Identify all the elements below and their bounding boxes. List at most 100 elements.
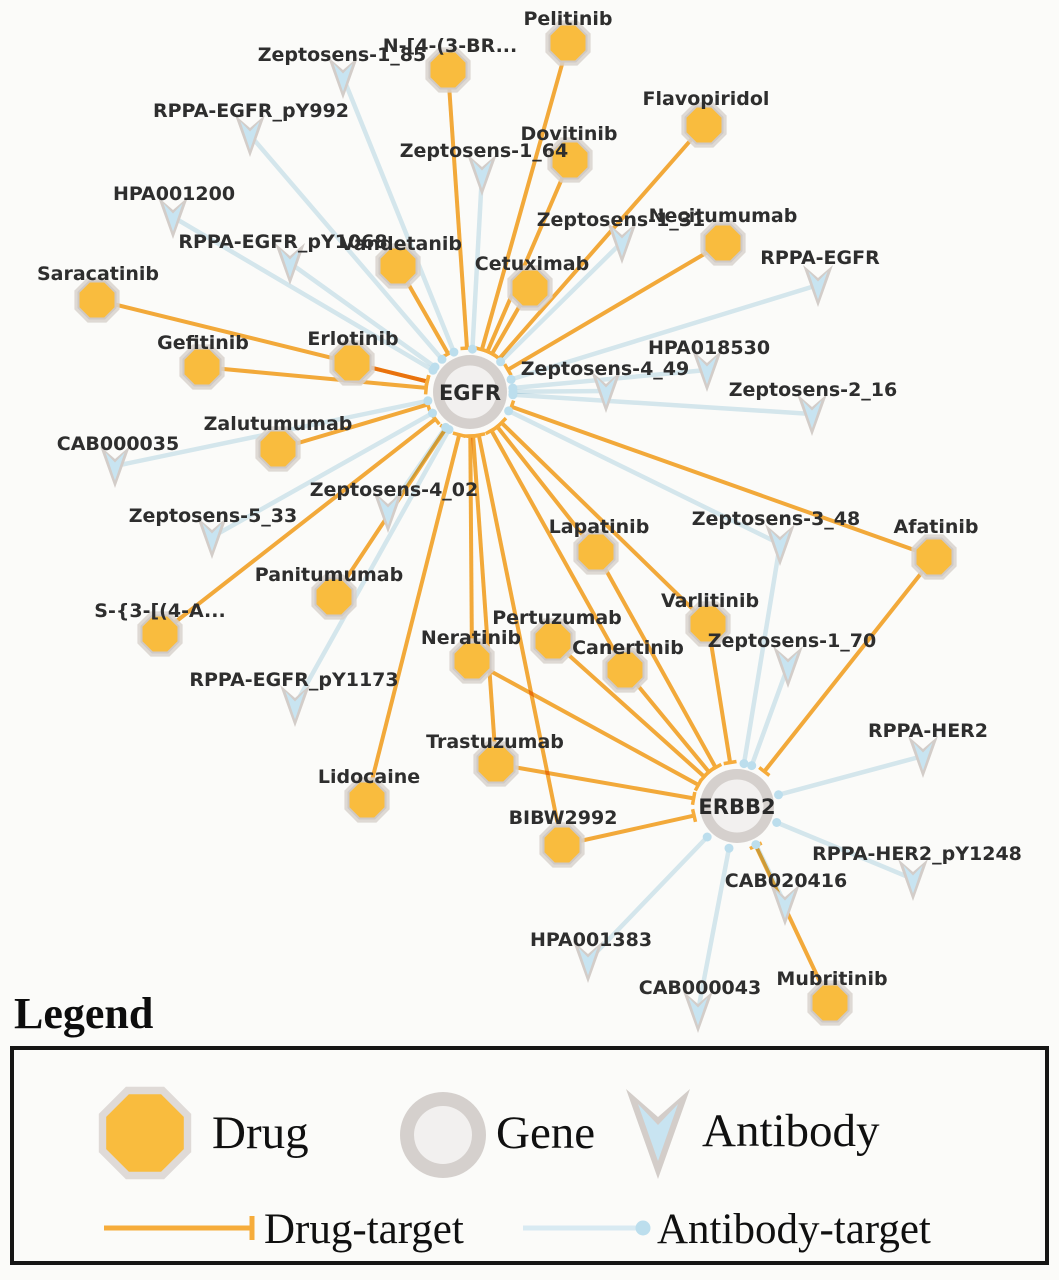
node-Zeptosens-1_64[interactable] bbox=[467, 154, 497, 196]
node-CAB020416[interactable] bbox=[770, 884, 800, 926]
node-Cetuximab[interactable] bbox=[507, 265, 553, 311]
drug-target-tee bbox=[723, 759, 737, 766]
edge-Pertuzumab-ERBB2 bbox=[551, 639, 706, 779]
antibody-target-dot bbox=[449, 347, 459, 357]
drug-target-tee bbox=[472, 432, 486, 439]
node-Zeptosens-1_31[interactable] bbox=[607, 222, 637, 264]
antibody-target-dot bbox=[747, 761, 757, 771]
node-Zeptosens-3_48[interactable] bbox=[765, 524, 795, 566]
legend-antibody-target-label: Antibody-target bbox=[657, 1206, 931, 1253]
node-Lidocaine[interactable] bbox=[344, 777, 390, 823]
drug-target-tee bbox=[503, 363, 513, 377]
edge-Afatinib-EGFR bbox=[510, 404, 935, 559]
drug-target-tee bbox=[698, 770, 710, 783]
node-Trastuzumab[interactable] bbox=[473, 741, 519, 787]
label-Flavopiridol: Flavopiridol bbox=[643, 88, 770, 110]
label-Pertuzumab: Pertuzumab bbox=[492, 607, 622, 629]
label-Afatinib: Afatinib bbox=[893, 516, 978, 538]
edge-Trastuzumab-ERBB2 bbox=[495, 762, 695, 801]
label-HPA018530: HPA018530 bbox=[648, 337, 770, 359]
node-BIBW2992[interactable] bbox=[539, 822, 585, 868]
node-ERBB2[interactable] bbox=[700, 769, 774, 843]
label-Zeptosens-1_85: Zeptosens-1_85 bbox=[258, 44, 426, 66]
node-Flavopiridol[interactable] bbox=[681, 102, 727, 148]
label-RPPA-EGFR_pY1068: RPPA-EGFR_pY1068 bbox=[178, 231, 387, 253]
node-RPPA-EGFR_pY992[interactable] bbox=[235, 115, 265, 157]
label-CAB000043: CAB000043 bbox=[639, 977, 761, 999]
edge-Zeptosens-2_16-EGFR bbox=[512, 392, 813, 417]
label-Lapatinib: Lapatinib bbox=[549, 516, 650, 538]
node-Saracatinib[interactable] bbox=[74, 277, 120, 323]
node-Pelitinib[interactable] bbox=[545, 20, 591, 66]
drug-target-edge-icon bbox=[104, 1216, 255, 1240]
legend-drug-target-label: Drug-target bbox=[264, 1206, 464, 1253]
node-RPPA-HER2_pY1248[interactable] bbox=[898, 859, 928, 901]
node-CAB000035[interactable] bbox=[100, 446, 130, 488]
label-Cetuximab: Cetuximab bbox=[475, 253, 589, 275]
label-Lidocaine: Lidocaine bbox=[318, 766, 420, 788]
edge-RPPA-EGFR_pY1068-EGFR bbox=[288, 261, 437, 369]
node-EGFR[interactable] bbox=[433, 355, 507, 429]
node-Canertinib[interactable] bbox=[602, 647, 648, 693]
edge-Trastuzumab-EGFR bbox=[471, 435, 498, 765]
node-Erlotinib[interactable] bbox=[329, 340, 375, 386]
node-N-BR[interactable] bbox=[425, 47, 471, 93]
antibody-chevron-icon bbox=[626, 1089, 690, 1179]
label-Canertinib: Canertinib bbox=[572, 637, 684, 659]
edge-Zalutumumab-EGFR bbox=[277, 402, 429, 451]
node-HPA018530[interactable] bbox=[692, 350, 722, 392]
edge-Neratinib-EGFR bbox=[468, 435, 474, 662]
node-RPPA-EGFR_pY1173[interactable] bbox=[280, 685, 310, 727]
node-RPPA-EGFR[interactable] bbox=[803, 265, 833, 307]
node-Zeptosens-4_02[interactable] bbox=[373, 491, 403, 533]
edge-RPPA-HER2-ERBB2 bbox=[777, 753, 924, 797]
label-HPA001383: HPA001383 bbox=[530, 929, 652, 951]
node-HPA001200[interactable] bbox=[158, 197, 188, 239]
edge-RPPA-EGFR_pY992-EGFR bbox=[248, 133, 444, 361]
edge-Zeptosens-3_48-EGFR bbox=[507, 408, 781, 547]
node-Zeptosens-4_49[interactable] bbox=[591, 371, 621, 413]
node-Vandetanib[interactable] bbox=[375, 243, 421, 289]
antibody-target-dot bbox=[430, 362, 440, 372]
node-Zeptosens-1_70[interactable] bbox=[773, 646, 803, 688]
legend-box bbox=[10, 1046, 1049, 1265]
antibody-target-dot bbox=[508, 383, 518, 393]
antibody-target-dot bbox=[423, 396, 433, 406]
label-Zeptosens-5_33: Zeptosens-5_33 bbox=[129, 505, 297, 527]
label-RPPA-EGFR: RPPA-EGFR bbox=[760, 247, 880, 269]
drug-target-tee bbox=[424, 374, 431, 389]
node-RPPA-HER2[interactable] bbox=[908, 736, 938, 778]
edge-Lapatinib-ERBB2 bbox=[594, 551, 718, 769]
label-Trastuzumab: Trastuzumab bbox=[426, 731, 564, 753]
node-Necitumumab[interactable] bbox=[700, 220, 746, 266]
drug-target-tee bbox=[452, 431, 466, 438]
node-Zalutumumab[interactable] bbox=[255, 426, 301, 472]
label-S-4A: S-{3-[(4-A... bbox=[94, 600, 225, 622]
label-Gefitinib: Gefitinib bbox=[157, 332, 249, 354]
label-Zeptosens-1_31: Zeptosens-1_31 bbox=[537, 209, 705, 231]
node-Dovitinib[interactable] bbox=[547, 137, 593, 183]
node-RPPA-EGFR_pY1068[interactable] bbox=[275, 243, 305, 285]
antibody-target-dot bbox=[772, 818, 782, 827]
node-Panitumumab[interactable] bbox=[311, 574, 357, 620]
node-Afatinib[interactable] bbox=[911, 534, 957, 580]
node-Pertuzumab[interactable] bbox=[530, 618, 576, 664]
label-Zeptosens-4_49: Zeptosens-4_49 bbox=[521, 358, 689, 380]
node-HPA001383[interactable] bbox=[573, 941, 603, 983]
node-Mubritinib[interactable] bbox=[807, 980, 853, 1026]
drug-target-tee bbox=[690, 808, 698, 823]
node-S-4A[interactable] bbox=[137, 611, 183, 657]
node-Varlitinib[interactable] bbox=[685, 601, 731, 647]
edge-BIBW2992-EGFR bbox=[476, 434, 564, 846]
node-Zeptosens-2_16[interactable] bbox=[797, 394, 827, 436]
label-EGFR: EGFR bbox=[439, 381, 501, 405]
gene-ring-icon bbox=[400, 1092, 486, 1178]
node-Neratinib[interactable] bbox=[449, 638, 495, 684]
node-Zeptosens-5_33[interactable] bbox=[197, 517, 227, 559]
node-Gefitinib[interactable] bbox=[179, 344, 225, 390]
node-Lapatinib[interactable] bbox=[573, 529, 619, 575]
node-Zeptosens-1_85[interactable] bbox=[328, 57, 358, 99]
antibody-target-dot bbox=[774, 790, 783, 800]
node-CAB000043[interactable] bbox=[683, 991, 713, 1033]
